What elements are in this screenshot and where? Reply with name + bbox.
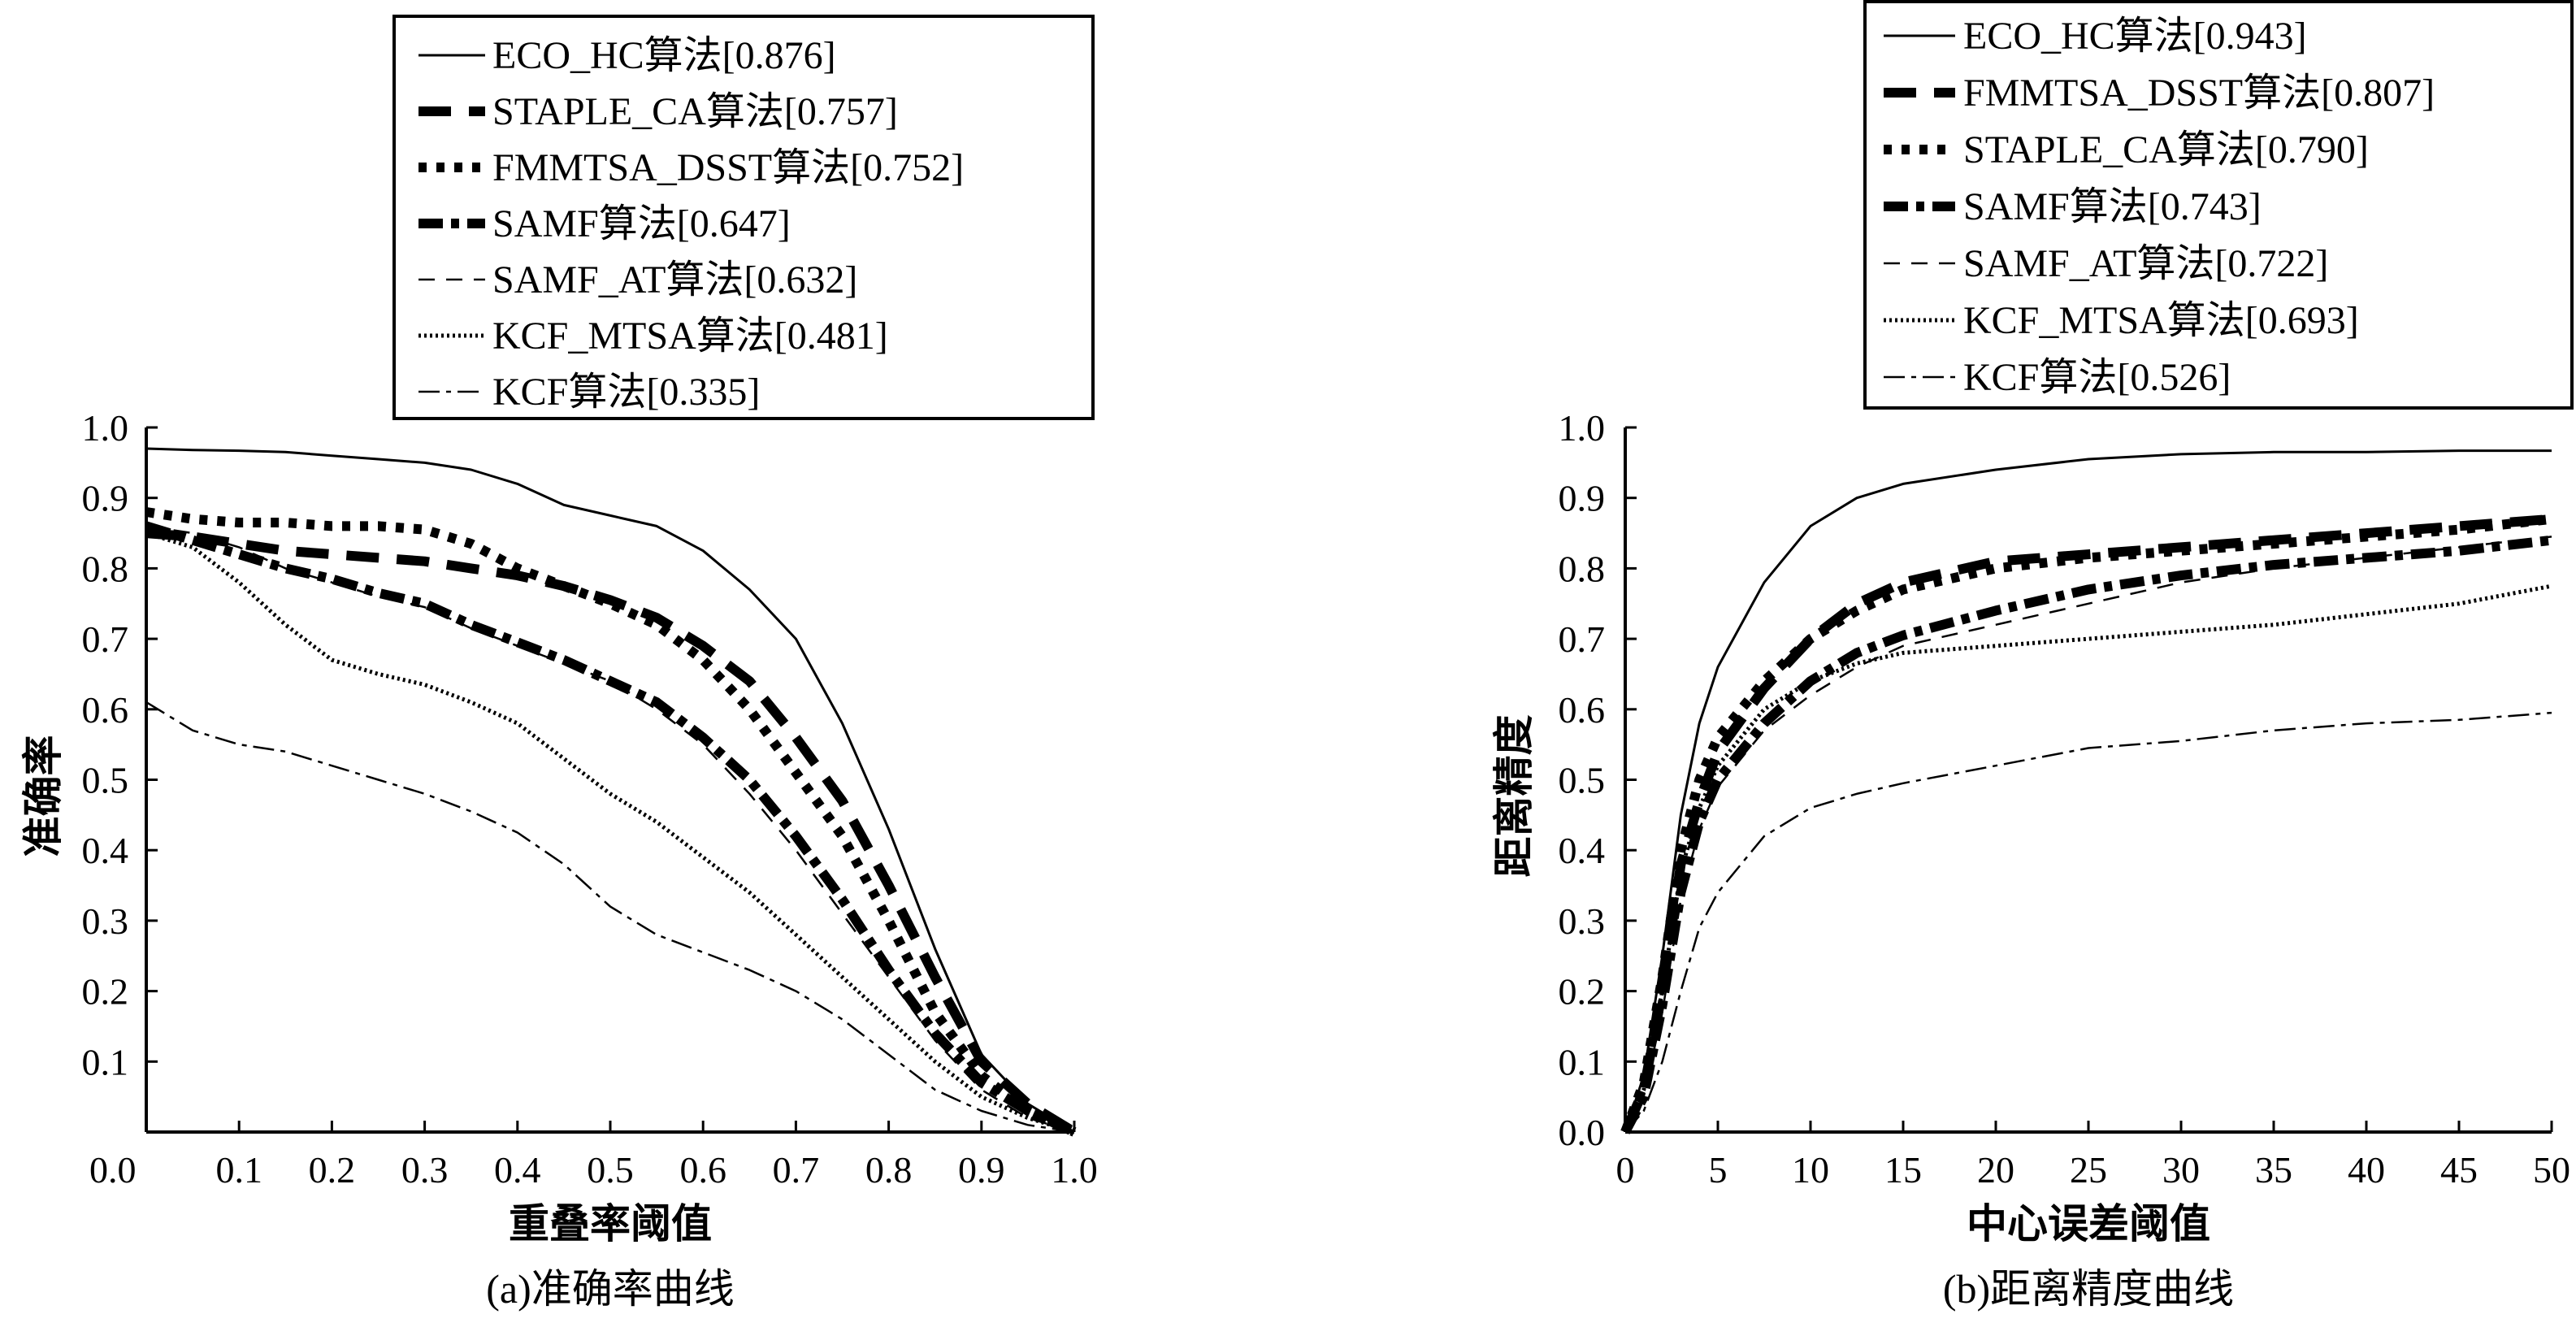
y-tick-label: 0.7 xyxy=(1559,618,1606,660)
series-line-0 xyxy=(145,447,1075,1134)
chart-caption: (b)距离精度曲线 xyxy=(1943,1266,2234,1312)
series-line-1 xyxy=(145,528,1078,1137)
y-tick-label: 0.4 xyxy=(82,830,129,871)
x-tick-label: 1.0 xyxy=(1051,1149,1098,1191)
series-line-1 xyxy=(1620,514,2552,1134)
y-axis-label: 准确率 xyxy=(20,735,66,857)
x-tick-label: 45 xyxy=(2440,1149,2478,1191)
x-tick-label: 0.4 xyxy=(494,1149,541,1191)
y-tick-label: 1.0 xyxy=(82,407,129,449)
legend-label: STAPLE_CA算法[0.790] xyxy=(1963,128,2369,171)
y-tick-label: 0.2 xyxy=(1559,971,1606,1013)
y-tick-label: 0.3 xyxy=(1559,900,1606,942)
series-line-3 xyxy=(1620,535,2552,1134)
y-tick-label: 0.7 xyxy=(82,618,129,660)
legend-label: ECO_HC算法[0.876] xyxy=(492,34,836,77)
series-line-4 xyxy=(1624,536,2552,1133)
series-line-4 xyxy=(145,525,1075,1134)
y-tick-label: 0.6 xyxy=(1559,689,1606,731)
x-tick-label: 25 xyxy=(2070,1149,2107,1191)
series-line-6 xyxy=(1624,711,2552,1133)
legend-label: FMMTSA_DSST算法[0.752] xyxy=(492,146,964,189)
x-tick-label: 35 xyxy=(2255,1149,2292,1191)
chart-distance-precision: 0 5 10 15 20 25 30 35 40 45 50 0.0 0.1 0.2 0.3 0.4 0.5 0.… xyxy=(1491,0,2574,1312)
legend: ECO_HC算法[0.876] STAPLE_CA算法[0.757] FMMTSA_… xyxy=(392,15,1095,420)
x-tick-label: 0.8 xyxy=(865,1149,913,1191)
chart-precision-rate: 0.0 0.1 0.2 0.3 0.4 0.5 0.6 0.7 0.8 0.9 1.0 0.1 0.2 0… xyxy=(20,15,1098,1312)
legend-label: SAMF_AT算法[0.632] xyxy=(492,258,857,301)
x-axis-label: 重叠率阈值 xyxy=(509,1201,712,1247)
y-tick-label: 0.1 xyxy=(1559,1041,1606,1082)
legend-label: ECO_HC算法[0.943] xyxy=(1963,15,2307,58)
x-tick-label: 15 xyxy=(1884,1149,1922,1191)
x-tick-label: 0.0 xyxy=(89,1149,137,1191)
legend-label: SAMF算法[0.743] xyxy=(1963,185,2262,228)
x-tick-label: 50 xyxy=(2533,1149,2570,1191)
series-line-5 xyxy=(145,531,1075,1134)
x-tick-label: 0.2 xyxy=(309,1149,356,1191)
x-tick-label: 0.5 xyxy=(587,1149,634,1191)
y-tick-label: 0.6 xyxy=(82,689,129,731)
series-line-6 xyxy=(145,701,1075,1134)
x-tick-label: 20 xyxy=(1977,1149,2014,1191)
legend-label: KCF_MTSA算法[0.693] xyxy=(1963,299,2359,342)
legend-label: SAMF算法[0.647] xyxy=(492,202,791,245)
legend-box xyxy=(392,15,1095,420)
x-tick-label: 40 xyxy=(2348,1149,2385,1191)
y-tick-label: 0.4 xyxy=(1559,830,1606,871)
x-tick-label: 0.1 xyxy=(215,1149,262,1191)
legend-label: KCF算法[0.526] xyxy=(1963,356,2231,399)
legend-label: SAMF_AT算法[0.722] xyxy=(1963,242,2328,285)
series-line-3 xyxy=(145,521,1077,1137)
legend-label: KCF_MTSA算法[0.481] xyxy=(492,314,888,358)
y-tick-label: 0.5 xyxy=(1559,760,1606,801)
x-tick-label: 0.9 xyxy=(958,1149,1005,1191)
series-line-2 xyxy=(1620,514,2552,1134)
x-tick-label: 0.3 xyxy=(401,1149,449,1191)
y-tick-label: 1.0 xyxy=(1559,407,1606,449)
y-axis-label: 距离精度 xyxy=(1491,715,1537,878)
legend-label: FMMTSA_DSST算法[0.807] xyxy=(1963,72,2435,115)
x-tick-label: 0.7 xyxy=(773,1149,820,1191)
x-tick-label: 30 xyxy=(2162,1149,2200,1191)
legend-box xyxy=(1863,0,2574,410)
series-line-5 xyxy=(1623,583,2552,1134)
y-tick-label: 0.1 xyxy=(82,1041,129,1082)
x-tick-label: 0.6 xyxy=(679,1149,726,1191)
y-tick-label: 0.5 xyxy=(82,760,129,801)
y-tick-label: 0.8 xyxy=(1559,548,1606,589)
y-tick-label: 0.9 xyxy=(82,478,129,519)
chart-caption: (a)准确率曲线 xyxy=(486,1266,735,1312)
legend-label: STAPLE_CA算法[0.757] xyxy=(492,90,898,133)
y-tick-label: 0.8 xyxy=(82,548,129,589)
x-tick-label: 10 xyxy=(1792,1149,1829,1191)
x-tick-label: 0 xyxy=(1616,1149,1635,1191)
y-tick-label: 0.3 xyxy=(82,900,129,942)
y-tick-label: 0.2 xyxy=(82,971,129,1013)
legend: ECO_HC算法[0.943] FMMTSA_DSST算法[0.807] STAPL… xyxy=(1863,0,2574,410)
legend-label: KCF算法[0.335] xyxy=(492,371,760,414)
y-tick-label: 0.9 xyxy=(1559,478,1606,519)
x-axis-label: 中心误差阈值 xyxy=(1967,1201,2210,1247)
y-tick-label: 0.0 xyxy=(1559,1112,1606,1153)
x-tick-label: 5 xyxy=(1709,1149,1728,1191)
